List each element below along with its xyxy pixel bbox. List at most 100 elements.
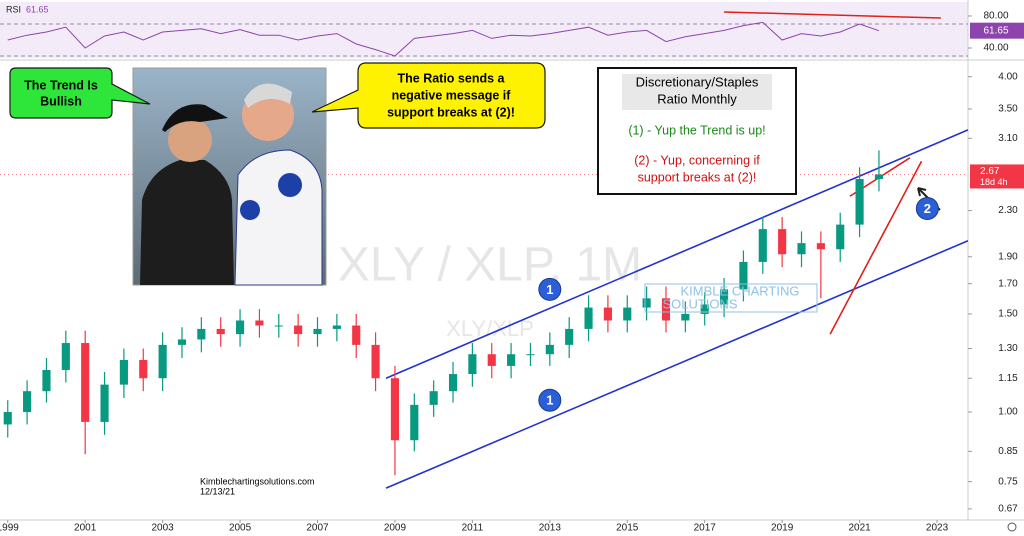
manager-hair: [244, 83, 292, 108]
y-tick-label: 1.90: [998, 251, 1018, 262]
marker-circle: [538, 388, 562, 412]
rsi-plot: [0, 11, 968, 57]
candle-body: [681, 313, 690, 321]
candle-body: [255, 320, 264, 326]
photo: [132, 67, 327, 286]
trendline: [385, 129, 968, 379]
candle-body: [874, 174, 884, 180]
x-tick-label: 1999: [0, 523, 19, 534]
cubs-logo: [278, 173, 302, 197]
rsi-divergence: [724, 11, 941, 19]
y-tick-label: 3.10: [998, 133, 1018, 144]
candle-body: [139, 359, 148, 379]
candle-body: [371, 344, 380, 379]
rsi-last-box: [970, 22, 1024, 39]
candle-body: [603, 307, 612, 321]
candle-body: [545, 344, 554, 355]
candle-body: [100, 384, 109, 422]
x-tick-label: 2019: [771, 523, 794, 534]
umpire-cap: [162, 104, 228, 132]
x-tick-label: 2009: [384, 523, 407, 534]
candle-body: [778, 229, 787, 255]
x-tick-label: 2023: [926, 523, 949, 534]
candle-body: [448, 374, 458, 392]
callout-text: Bullish: [40, 94, 82, 108]
candle-body: [42, 369, 51, 392]
candle-body: [410, 404, 419, 441]
rsi-tick-label: 40.00: [983, 43, 1008, 54]
candle-body: [177, 339, 187, 345]
info-box-line: support breaks at (2)!: [638, 170, 757, 184]
watermark-symbol-small: XLY/XLP: [446, 316, 534, 341]
x-tick-label: 2005: [229, 523, 252, 534]
info-box-line: (2) - Yup, concerning if: [634, 153, 760, 167]
candle-body: [507, 354, 516, 366]
umpire-body: [140, 160, 234, 285]
candle-body: [700, 304, 709, 314]
candle-body: [642, 298, 651, 308]
marker-circle: [915, 196, 939, 220]
info-box-title-bg: [622, 74, 772, 110]
y-tick-label: 0.75: [998, 476, 1018, 487]
x-tick-label: 2007: [306, 523, 329, 534]
rsi-name: RSI: [6, 4, 21, 14]
watermark-symbol: XLY / XLP, 1M: [338, 239, 642, 292]
x-tick-label: 2013: [539, 523, 562, 534]
info-box-line: (1) - Yup the Trend is up!: [628, 123, 765, 137]
rsi-line: [7, 21, 880, 57]
y-tick-label: 2.30: [998, 205, 1018, 216]
y-tick-label: 1.00: [998, 407, 1018, 418]
candle-body: [23, 391, 32, 413]
rsi-band-fill: [0, 2, 968, 58]
trendline: [385, 240, 968, 489]
y-tick-label: 1.70: [998, 278, 1018, 289]
countdown-label: 18d 4h: [980, 177, 1008, 187]
candle-body: [294, 325, 303, 335]
candle-body: [584, 307, 593, 329]
last-price-label: 2.67: [980, 166, 1000, 177]
cubs-logo: [240, 200, 260, 220]
date-stamp: 12/13/21: [200, 486, 235, 496]
candle-body: [468, 354, 477, 375]
callout-text: support breaks at (2)!: [387, 105, 515, 119]
callout-text: The Ratio sends a: [398, 71, 506, 85]
logo: KIMBLE CHARTING SOLUTIONS: [644, 283, 818, 313]
umpire-head: [168, 118, 212, 162]
candle-body: [623, 307, 632, 321]
candle-body: [119, 359, 128, 385]
y-tick-label: 0.67: [998, 504, 1018, 515]
candle-body: [836, 224, 845, 250]
rsi-value: 61.65: [26, 4, 49, 14]
candle-body: [216, 328, 225, 335]
callout-shape: [9, 67, 151, 119]
info-box-title: Ratio Monthly: [657, 91, 737, 106]
axes: 4.00 3.50 3.10 2.30 1.90 1.70 1.50 1.30 1.15 1.00…: [0, 4, 1024, 534]
settings-icon[interactable]: [1007, 522, 1017, 532]
logo-text: KIMBLE CHARTING: [681, 283, 800, 298]
x-tick-label: 2021: [848, 523, 871, 534]
candle-body: [487, 354, 496, 366]
callout-shape: [311, 62, 546, 129]
info-box-title: Discretionary/Staples: [636, 74, 759, 89]
rsi-tick-label: 80.00: [983, 11, 1008, 22]
candle-body: [235, 320, 245, 335]
x-tick-label: 2003: [151, 523, 174, 534]
callout-text: The Trend Is: [24, 78, 98, 92]
candle-body: [526, 354, 535, 356]
marker-label: 2: [924, 201, 931, 216]
candle-body: [197, 328, 206, 340]
candle-body: [158, 344, 167, 379]
x-tick-label: 2015: [616, 523, 639, 534]
candle-body: [274, 325, 283, 327]
rsi-last-label: 61.65: [983, 25, 1008, 36]
info-box: Discretionary/Staples Ratio Monthly (1) …: [597, 67, 797, 195]
candle-body: [3, 412, 12, 425]
logo-text: SOLUTIONS: [662, 296, 737, 311]
x-tick-label: 2001: [74, 523, 97, 534]
candle-body: [61, 343, 70, 370]
candle-body: [81, 343, 90, 422]
rsi-panel: [0, 2, 968, 58]
y-tick-label: 0.85: [998, 446, 1018, 457]
